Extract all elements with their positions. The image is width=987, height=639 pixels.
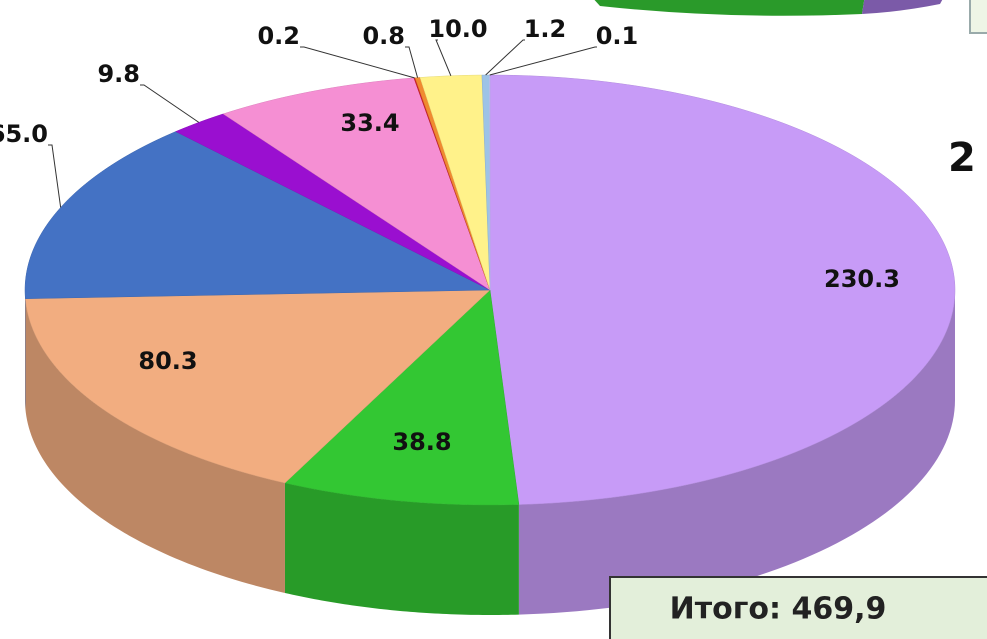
data-label: 80.3 bbox=[138, 347, 197, 375]
leader-line bbox=[489, 46, 597, 76]
pie: 230.3 38.8 80.3 65.0 9.8 33.4 0.2 0.8 10.0 1.2 0.1 bbox=[0, 15, 956, 615]
slice-side bbox=[518, 290, 955, 615]
data-label: 0.2 bbox=[257, 22, 300, 50]
slice-side bbox=[284, 482, 519, 615]
total-label: Итого: 469,9 bbox=[670, 592, 887, 627]
data-label: 1.2 bbox=[524, 15, 567, 43]
slice bbox=[419, 74, 491, 291]
data-label: 230.3 bbox=[824, 265, 900, 293]
slice bbox=[24, 131, 491, 299]
leader-line bbox=[405, 46, 419, 78]
data-label: 33.4 bbox=[340, 109, 399, 137]
annotation: 2 bbox=[948, 135, 976, 181]
leader-line bbox=[485, 39, 525, 76]
slice bbox=[25, 289, 491, 484]
leader-line bbox=[435, 39, 452, 76]
leader-line bbox=[48, 144, 62, 208]
leader-line bbox=[300, 46, 415, 79]
leader-line bbox=[140, 84, 200, 123]
slice bbox=[489, 74, 956, 505]
slice-side bbox=[25, 298, 285, 593]
slice bbox=[284, 289, 520, 506]
slice bbox=[222, 77, 491, 291]
data-label: 10.0 bbox=[428, 15, 487, 43]
data-label: 9.8 bbox=[97, 60, 140, 88]
other-box-fragment bbox=[969, 0, 987, 34]
data-label: 0.1 bbox=[596, 22, 639, 50]
total-box bbox=[609, 576, 987, 639]
data-label: 38.8 bbox=[392, 428, 451, 456]
data-label: 0.8 bbox=[362, 22, 405, 50]
other-chart-fragment bbox=[594, 0, 865, 16]
other-chart-fragment bbox=[862, 0, 943, 14]
data-label: 65.0 bbox=[0, 120, 48, 148]
